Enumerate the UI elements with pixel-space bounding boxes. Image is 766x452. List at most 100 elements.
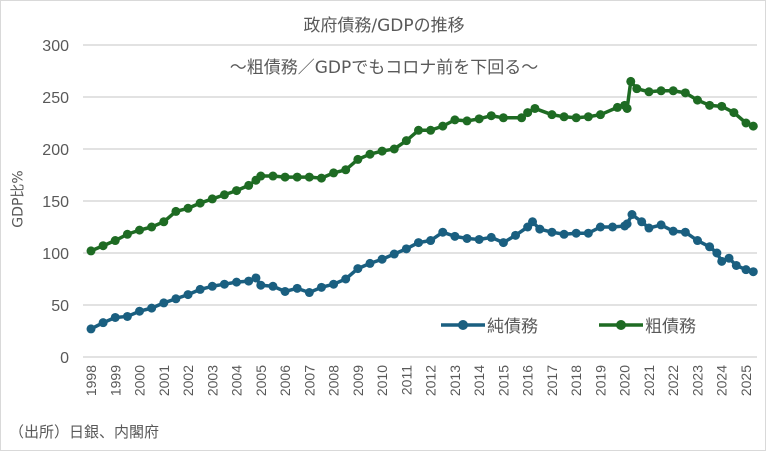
x-tick-label: 2003 bbox=[204, 365, 220, 396]
legend-label: 粗債務 bbox=[645, 317, 696, 337]
data-point bbox=[304, 172, 314, 182]
x-tick-label: 2011 bbox=[398, 365, 414, 395]
data-point bbox=[717, 256, 727, 266]
data-point bbox=[414, 125, 423, 135]
data-point bbox=[183, 203, 193, 213]
data-point bbox=[547, 110, 557, 120]
data-point bbox=[219, 279, 229, 289]
data-point bbox=[135, 306, 145, 316]
data-point bbox=[637, 217, 647, 227]
data-point bbox=[316, 173, 326, 183]
data-point bbox=[729, 108, 739, 118]
data-point bbox=[741, 265, 751, 275]
data-point bbox=[644, 87, 654, 97]
data-point bbox=[268, 281, 278, 291]
x-tick-label: 2020 bbox=[617, 365, 633, 396]
x-tick-label: 2022 bbox=[665, 365, 681, 396]
y-tick-label: 100 bbox=[42, 246, 69, 263]
x-tick-label: 2008 bbox=[326, 365, 342, 396]
data-point bbox=[498, 238, 508, 248]
data-point bbox=[377, 146, 387, 156]
x-tick-label: 2000 bbox=[132, 365, 148, 396]
data-point bbox=[86, 324, 96, 334]
data-point bbox=[462, 233, 472, 243]
data-point bbox=[389, 249, 399, 259]
data-point bbox=[122, 311, 132, 321]
legend-label: 純債務 bbox=[487, 317, 538, 337]
data-point bbox=[608, 222, 618, 232]
data-point bbox=[329, 279, 339, 289]
data-point bbox=[280, 286, 290, 296]
data-point bbox=[462, 116, 472, 126]
data-point bbox=[583, 112, 593, 122]
data-point bbox=[668, 226, 678, 236]
y-tick-label: 300 bbox=[42, 38, 69, 55]
x-tick-label: 2010 bbox=[374, 365, 390, 396]
data-point bbox=[426, 236, 436, 246]
data-point bbox=[523, 108, 533, 118]
data-point bbox=[692, 95, 702, 105]
data-point bbox=[692, 236, 702, 246]
x-tick-label: 1999 bbox=[107, 365, 123, 396]
x-tick-label: 2023 bbox=[689, 365, 705, 396]
x-tick-label: 2016 bbox=[520, 365, 536, 396]
data-point bbox=[571, 228, 581, 238]
data-point bbox=[207, 281, 217, 291]
data-point bbox=[486, 111, 496, 121]
y-tick-label: 250 bbox=[42, 90, 69, 107]
data-point bbox=[365, 258, 375, 268]
data-point bbox=[680, 88, 690, 98]
data-point bbox=[171, 206, 181, 216]
data-point bbox=[292, 172, 302, 182]
data-point bbox=[717, 101, 727, 111]
data-point bbox=[724, 253, 734, 263]
data-point bbox=[244, 180, 254, 190]
data-point bbox=[559, 112, 569, 122]
data-point bbox=[622, 219, 632, 229]
data-point bbox=[450, 231, 460, 241]
data-point bbox=[595, 222, 605, 232]
data-point bbox=[498, 113, 508, 123]
source-note: （出所）日銀、内閣府 bbox=[9, 423, 160, 441]
data-point bbox=[251, 273, 261, 283]
data-point bbox=[414, 238, 423, 248]
data-point bbox=[705, 100, 715, 110]
data-point bbox=[741, 118, 751, 128]
x-tick-label: 2019 bbox=[592, 365, 608, 396]
data-point bbox=[626, 76, 636, 86]
data-point bbox=[426, 125, 436, 135]
data-point bbox=[122, 229, 132, 239]
data-point bbox=[644, 223, 654, 233]
data-point bbox=[353, 264, 363, 274]
x-tick-label: 2004 bbox=[229, 365, 245, 396]
data-point bbox=[244, 276, 254, 286]
data-point bbox=[571, 113, 581, 123]
data-point bbox=[401, 244, 411, 254]
x-tick-label: 2002 bbox=[180, 365, 196, 396]
data-point bbox=[748, 267, 758, 277]
data-point bbox=[219, 190, 229, 200]
data-point bbox=[438, 121, 448, 131]
data-point bbox=[528, 217, 538, 227]
data-point bbox=[353, 154, 363, 164]
x-tick-label: 2013 bbox=[447, 365, 463, 396]
x-tick-label: 2018 bbox=[568, 365, 584, 396]
data-point bbox=[329, 168, 339, 178]
data-point bbox=[147, 222, 157, 232]
y-tick-label: 0 bbox=[60, 350, 69, 367]
x-tick-label: 2014 bbox=[471, 365, 487, 396]
legend-marker bbox=[616, 320, 626, 330]
data-point bbox=[511, 230, 521, 240]
y-tick-label: 150 bbox=[42, 194, 69, 211]
data-point bbox=[450, 115, 460, 125]
data-point bbox=[632, 84, 642, 94]
data-point bbox=[530, 103, 540, 113]
x-tick-label: 2007 bbox=[301, 365, 317, 396]
data-point bbox=[559, 229, 569, 239]
x-tick-label: 2005 bbox=[253, 365, 269, 396]
data-point bbox=[341, 165, 351, 175]
data-point bbox=[517, 113, 527, 123]
data-point bbox=[98, 241, 108, 251]
